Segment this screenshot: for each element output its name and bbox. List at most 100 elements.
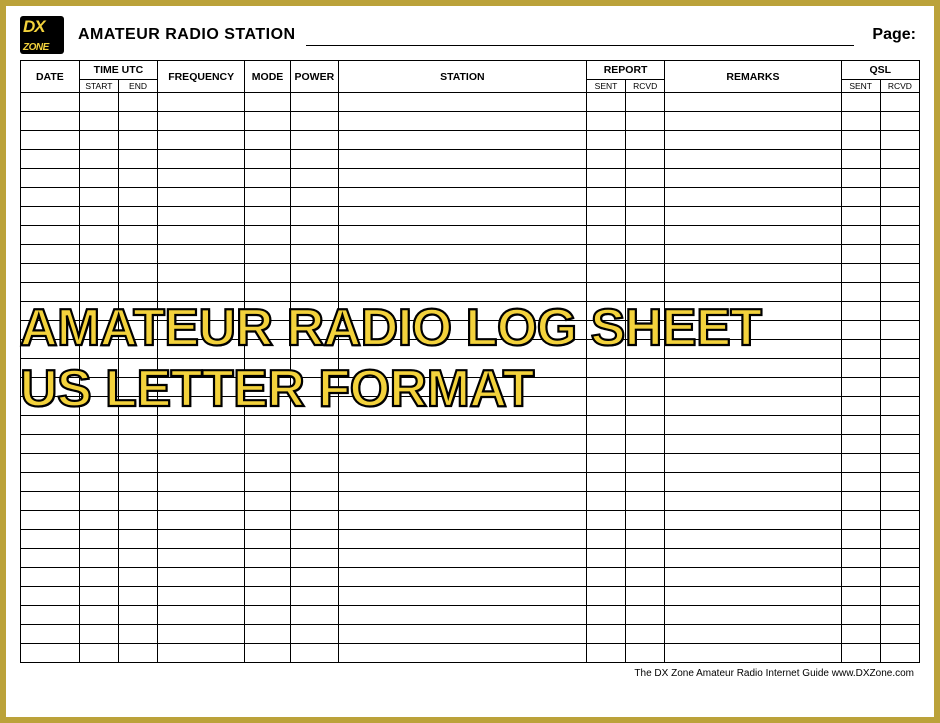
footer-text: The DX Zone Amateur Radio Internet Guide… <box>20 663 920 679</box>
table-cell <box>158 150 245 169</box>
table-cell <box>880 283 919 302</box>
table-cell <box>245 568 291 587</box>
table-cell <box>626 188 665 207</box>
table-cell <box>841 207 880 226</box>
table-cell <box>626 644 665 663</box>
table-cell <box>290 207 338 226</box>
table-cell <box>338 321 586 340</box>
table-row <box>21 245 920 264</box>
table-cell <box>245 435 291 454</box>
table-row <box>21 283 920 302</box>
table-cell <box>880 416 919 435</box>
table-cell <box>245 644 291 663</box>
table-row <box>21 302 920 321</box>
table-cell <box>158 359 245 378</box>
table-cell <box>841 435 880 454</box>
header: DX ZONE AMATEUR RADIO STATION Page: <box>20 16 920 54</box>
table-cell <box>841 112 880 131</box>
table-cell <box>880 264 919 283</box>
table-cell <box>665 492 841 511</box>
table-cell <box>79 492 118 511</box>
table-cell <box>158 283 245 302</box>
table-cell <box>79 511 118 530</box>
col-report-sent: SENT <box>586 80 625 93</box>
table-cell <box>586 93 625 112</box>
table-cell <box>245 93 291 112</box>
table-cell <box>841 245 880 264</box>
table-cell <box>290 511 338 530</box>
table-cell <box>586 473 625 492</box>
table-cell <box>79 150 118 169</box>
table-cell <box>290 473 338 492</box>
table-cell <box>21 568 80 587</box>
table-cell <box>626 530 665 549</box>
table-cell <box>586 340 625 359</box>
table-cell <box>338 207 586 226</box>
table-cell <box>245 245 291 264</box>
table-cell <box>338 169 586 188</box>
table-cell <box>841 340 880 359</box>
table-cell <box>665 112 841 131</box>
table-cell <box>118 93 157 112</box>
table-cell <box>665 188 841 207</box>
col-qsl-sent: SENT <box>841 80 880 93</box>
table-cell <box>79 530 118 549</box>
table-cell <box>586 207 625 226</box>
table-cell <box>338 283 586 302</box>
table-cell <box>841 530 880 549</box>
table-cell <box>118 207 157 226</box>
table-cell <box>245 473 291 492</box>
table-cell <box>665 530 841 549</box>
table-cell <box>338 416 586 435</box>
table-cell <box>626 112 665 131</box>
table-row <box>21 397 920 416</box>
table-cell <box>79 587 118 606</box>
table-cell <box>118 264 157 283</box>
table-cell <box>245 112 291 131</box>
table-cell <box>665 226 841 245</box>
table-cell <box>586 549 625 568</box>
table-cell <box>665 549 841 568</box>
col-time-start: START <box>79 80 118 93</box>
table-cell <box>841 93 880 112</box>
table-cell <box>880 397 919 416</box>
table-cell <box>245 207 291 226</box>
table-cell <box>665 416 841 435</box>
table-cell <box>338 625 586 644</box>
table-cell <box>290 359 338 378</box>
table-cell <box>21 416 80 435</box>
table-cell <box>586 112 625 131</box>
table-cell <box>21 378 80 397</box>
table-cell <box>245 340 291 359</box>
table-cell <box>290 492 338 511</box>
table-cell <box>841 321 880 340</box>
table-row <box>21 226 920 245</box>
table-cell <box>79 207 118 226</box>
table-cell <box>158 245 245 264</box>
table-cell <box>665 340 841 359</box>
table-cell <box>118 283 157 302</box>
table-cell <box>586 435 625 454</box>
table-cell <box>79 644 118 663</box>
table-cell <box>586 131 625 150</box>
table-cell <box>21 549 80 568</box>
table-cell <box>79 473 118 492</box>
table-cell <box>21 397 80 416</box>
table-cell <box>158 492 245 511</box>
table-cell <box>880 568 919 587</box>
table-cell <box>338 359 586 378</box>
table-cell <box>118 625 157 644</box>
table-cell <box>626 169 665 188</box>
table-cell <box>841 511 880 530</box>
table-cell <box>626 416 665 435</box>
table-cell <box>79 169 118 188</box>
table-cell <box>290 150 338 169</box>
table-cell <box>290 549 338 568</box>
table-cell <box>290 378 338 397</box>
table-cell <box>586 302 625 321</box>
table-cell <box>841 568 880 587</box>
table-cell <box>880 378 919 397</box>
table-cell <box>21 435 80 454</box>
table-cell <box>880 112 919 131</box>
table-cell <box>665 283 841 302</box>
